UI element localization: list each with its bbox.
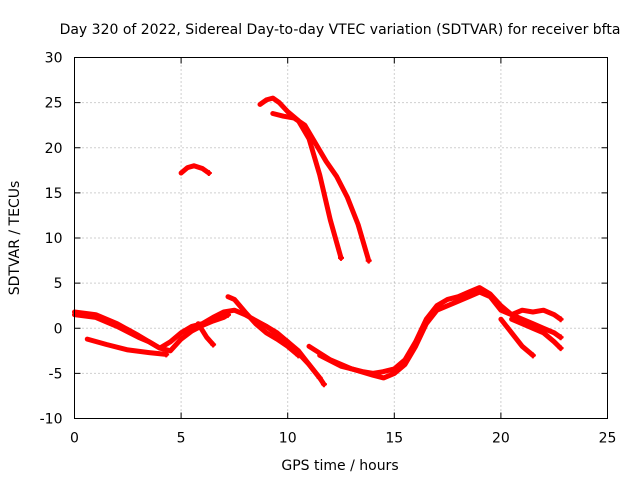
series-trace-7 [306, 289, 564, 381]
x-tick-label: 0 [70, 431, 79, 447]
x-axis-label: GPS time / hours [281, 458, 398, 474]
y-tick-label: -5 [49, 366, 63, 382]
series-end-marker [557, 316, 564, 323]
series-trace-3 [84, 336, 169, 357]
x-tick-label: 15 [385, 431, 403, 447]
axis-ticks: 0 5 10 15 20 25 -10 -5 0 5 10 15 20 25 30 [40, 51, 617, 447]
series-trace-8 [317, 285, 564, 376]
series-trace-5 [225, 294, 301, 358]
y-tick-label: 5 [54, 276, 63, 292]
y-axis-label: SDTVAR / TECUs [7, 181, 23, 296]
y-tick-label: 10 [45, 231, 63, 247]
y-tick-label: 0 [54, 321, 63, 337]
y-tick-label: 20 [45, 141, 63, 157]
x-tick-label: 25 [599, 431, 617, 447]
series-end-marker [210, 341, 217, 348]
series-trace-6 [253, 318, 327, 387]
series-trace-11 [178, 163, 212, 176]
series-end-marker [225, 311, 232, 318]
series-end-marker [529, 352, 536, 359]
series-end-marker [557, 345, 564, 352]
series-end-marker [338, 254, 344, 261]
y-tick-label: 15 [45, 186, 63, 202]
y-tick-label: -10 [40, 412, 63, 428]
x-tick-label: 5 [177, 431, 186, 447]
y-tick-label: 30 [45, 51, 63, 67]
series-layer [72, 95, 564, 388]
series-trace-10 [509, 316, 564, 351]
x-tick-label: 10 [279, 431, 297, 447]
series-end-marker [163, 351, 170, 358]
series-end-marker [365, 257, 372, 264]
series-trace-4 [195, 321, 216, 347]
series-trace-13 [270, 111, 372, 264]
series-end-marker [205, 170, 212, 177]
y-tick-label: 25 [45, 96, 63, 112]
series-end-marker [557, 334, 564, 341]
series-trace-9 [498, 316, 536, 358]
x-tick-label: 20 [492, 431, 510, 447]
series-trace-2 [72, 312, 231, 354]
chart-title: Day 320 of 2022, Sidereal Day-to-day VTE… [60, 22, 621, 38]
series-end-marker [320, 381, 327, 388]
